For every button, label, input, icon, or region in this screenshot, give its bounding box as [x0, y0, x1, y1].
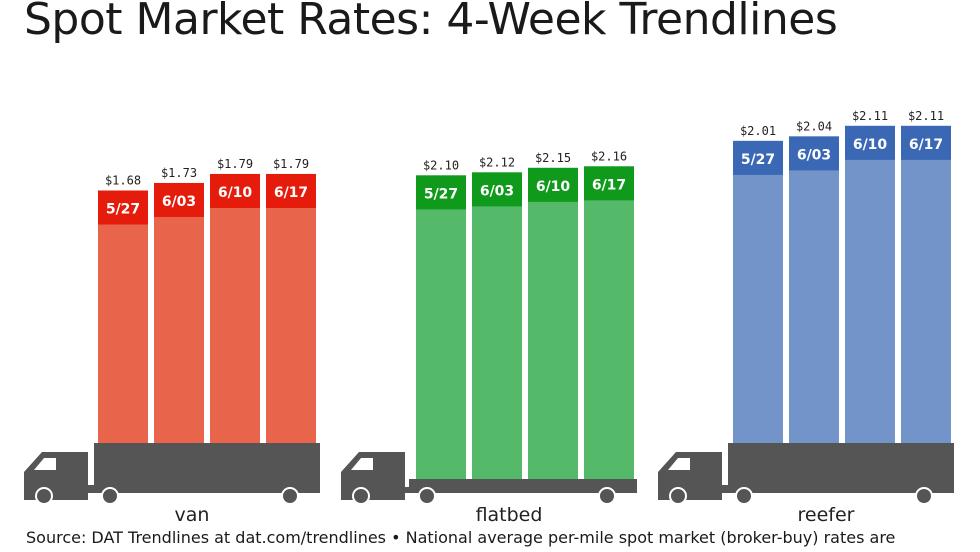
- bar-body: [98, 190, 148, 443]
- truck-window-flatbed: [351, 458, 373, 470]
- bar-date-label: 6/10: [536, 179, 571, 195]
- wheel-van-0: [35, 487, 53, 505]
- category-label-flatbed: flatbed: [476, 504, 543, 526]
- bar-van-6-03: 6/03 $1.73: [154, 166, 204, 443]
- bar-reefer-6-17: 6/17 $2.11: [901, 109, 951, 443]
- bar-value-label: $2.10: [423, 158, 459, 172]
- bar-date-band: [98, 190, 148, 225]
- bar-value-label: $2.01: [740, 124, 776, 138]
- bar-flatbed-6-03: 6/03 $2.12: [472, 155, 522, 479]
- bar-flatbed-6-17: 6/17 $2.16: [584, 149, 634, 480]
- source-note: Source: DAT Trendlines at dat.com/trendl…: [26, 528, 896, 547]
- wheel-reefer-2: [915, 487, 933, 505]
- bar-van-6-10: 6/10 $1.79: [210, 157, 260, 443]
- bar-flatbed-6-10: 6/10 $2.15: [528, 151, 578, 480]
- category-label-van: van: [175, 504, 210, 526]
- wheel-flatbed-1: [418, 487, 436, 505]
- bar-body: [528, 167, 578, 480]
- bar-value-label: $2.04: [796, 119, 832, 133]
- bar-value-label: $2.12: [479, 155, 515, 169]
- truck-van: van: [24, 443, 320, 526]
- bar-date-band: [733, 140, 783, 175]
- bar-body: [472, 172, 522, 479]
- bar-body: [416, 175, 466, 479]
- category-label-reefer: reefer: [798, 504, 855, 526]
- wheel-reefer-1: [735, 487, 753, 505]
- chassis-flatbed: [341, 487, 637, 493]
- bar-body: [901, 125, 951, 443]
- bar-date-label: 6/17: [909, 137, 943, 153]
- bar-body: [584, 166, 634, 480]
- wheel-flatbed-0: [352, 487, 370, 505]
- bar-date-band: [154, 182, 204, 217]
- truck-window-van: [34, 458, 56, 470]
- bar-date-label: 6/03: [480, 183, 514, 199]
- bar-date-label: 5/27: [424, 186, 458, 202]
- bar-van-6-17: 6/17 $1.79: [266, 157, 316, 443]
- bar-date-band: [528, 167, 578, 202]
- bar-value-label: $1.68: [105, 173, 141, 187]
- truck-reefer: reefer: [658, 443, 954, 526]
- wheel-flatbed-2: [598, 487, 616, 505]
- bar-date-label: 6/17: [274, 185, 308, 201]
- bar-body: [733, 140, 783, 443]
- bar-value-label: $1.79: [273, 157, 309, 171]
- bar-date-label: 6/17: [592, 177, 626, 193]
- bar-date-band: [210, 173, 260, 208]
- bar-date-band: [266, 173, 316, 208]
- bar-date-label: 6/10: [218, 185, 253, 201]
- bar-date-label: 5/27: [741, 152, 775, 168]
- chart-title: Spot Market Rates: 4-Week Trendlines: [24, 0, 838, 45]
- chassis-van: [24, 485, 320, 493]
- truck-window-reefer: [668, 458, 690, 470]
- bar-date-label: 6/03: [162, 194, 196, 210]
- bar-date-label: 6/03: [797, 147, 831, 163]
- bar-body: [210, 173, 260, 443]
- bar-body: [266, 173, 316, 443]
- bar-reefer-6-03: 6/03 $2.04: [789, 119, 839, 443]
- bar-date-label: 5/27: [106, 201, 140, 217]
- chassis-reefer: [658, 485, 954, 493]
- bar-value-label: $1.73: [161, 166, 197, 180]
- flatbed-deck: [409, 479, 637, 489]
- wheel-van-1: [101, 487, 119, 505]
- bar-reefer-5-27: 5/27 $2.01: [733, 124, 783, 443]
- bar-date-band: [789, 136, 839, 171]
- bar-date-band: [472, 172, 522, 207]
- wheel-reefer-0: [669, 487, 687, 505]
- bar-date-band: [901, 125, 951, 160]
- bar-date-band: [845, 125, 895, 160]
- bar-value-label: $2.11: [852, 109, 888, 123]
- bar-flatbed-5-27: 5/27 $2.10: [416, 158, 466, 479]
- bar-reefer-6-10: 6/10 $2.11: [845, 109, 895, 443]
- wheel-van-2: [281, 487, 299, 505]
- bar-body: [154, 182, 204, 443]
- bar-date-band: [416, 175, 466, 210]
- truck-flatbed: flatbed: [341, 452, 637, 526]
- bar-value-label: $2.15: [535, 151, 571, 165]
- trailer-van: [94, 443, 320, 487]
- bar-body: [845, 125, 895, 443]
- bar-value-label: $2.16: [591, 149, 627, 163]
- trailer-reefer: [728, 443, 954, 487]
- bar-value-label: $1.79: [217, 157, 253, 171]
- bar-body: [789, 136, 839, 443]
- bar-date-band: [584, 166, 634, 201]
- bar-date-label: 6/10: [853, 137, 888, 153]
- bar-van-5-27: 5/27 $1.68: [98, 173, 148, 443]
- bar-value-label: $2.11: [908, 109, 944, 123]
